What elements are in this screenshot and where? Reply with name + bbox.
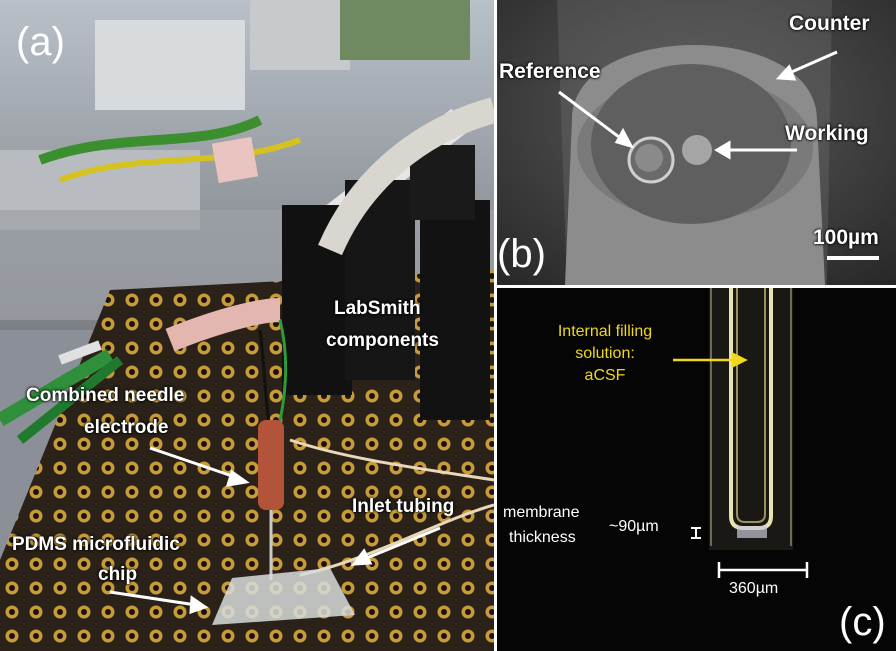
pdms-label-line2: chip: [98, 564, 138, 585]
filling-arrow: [673, 351, 748, 369]
panel-a-letter: (a): [16, 20, 65, 64]
pdms-label-line1: PDMS microfluidic: [12, 534, 180, 555]
needle-label-line1: Combined needle: [26, 385, 185, 406]
labsmith-label-line2: components: [326, 330, 439, 351]
panel-c-micrograph: Internal filling solution: aCSF membrane…: [497, 288, 896, 651]
filling-label-line3: aCSF: [584, 367, 626, 384]
labsmith-label-line1: LabSmith: [334, 298, 421, 319]
membrane-label-line1: membrane: [503, 504, 580, 521]
width-scale-label: 360µm: [729, 580, 779, 597]
filling-label-line2: solution:: [575, 345, 635, 362]
reference-label: Reference: [499, 60, 601, 83]
counter-label: Counter: [789, 12, 870, 35]
membrane-label-line2: thickness: [509, 529, 576, 546]
sem-drawing: [497, 0, 896, 285]
pdms-chip: [212, 568, 355, 625]
working-label: Working: [785, 122, 869, 145]
annotation-arrows: [109, 446, 441, 615]
scale-bar: [827, 256, 879, 260]
inlet-label: Inlet tubing: [352, 496, 455, 517]
sem-arrows: [558, 50, 838, 160]
width-scale-bar: [717, 562, 809, 578]
instrument-box: [95, 20, 245, 110]
membrane: [737, 526, 767, 538]
capillary-outer: [709, 288, 793, 550]
capillary-drawing: [497, 288, 896, 651]
membrane-value: ~90µm: [609, 518, 659, 535]
setup-photo-drawing: [0, 0, 494, 651]
needle-electrode: [258, 420, 284, 510]
filling-label-line1: Internal filling: [557, 323, 653, 340]
panel-b-sem: (b) Counter Reference Working 100µm: [497, 0, 896, 285]
panel-c-letter: (c): [839, 600, 886, 644]
needle-label-line2: electrode: [84, 417, 169, 438]
membrane-bracket: [691, 527, 701, 539]
scale-label: 100µm: [813, 226, 879, 249]
panel-a-photo: (a) LabSmith components Combined needle …: [0, 0, 494, 651]
working-electrode: [682, 135, 712, 165]
panel-b-letter: (b): [497, 232, 546, 276]
